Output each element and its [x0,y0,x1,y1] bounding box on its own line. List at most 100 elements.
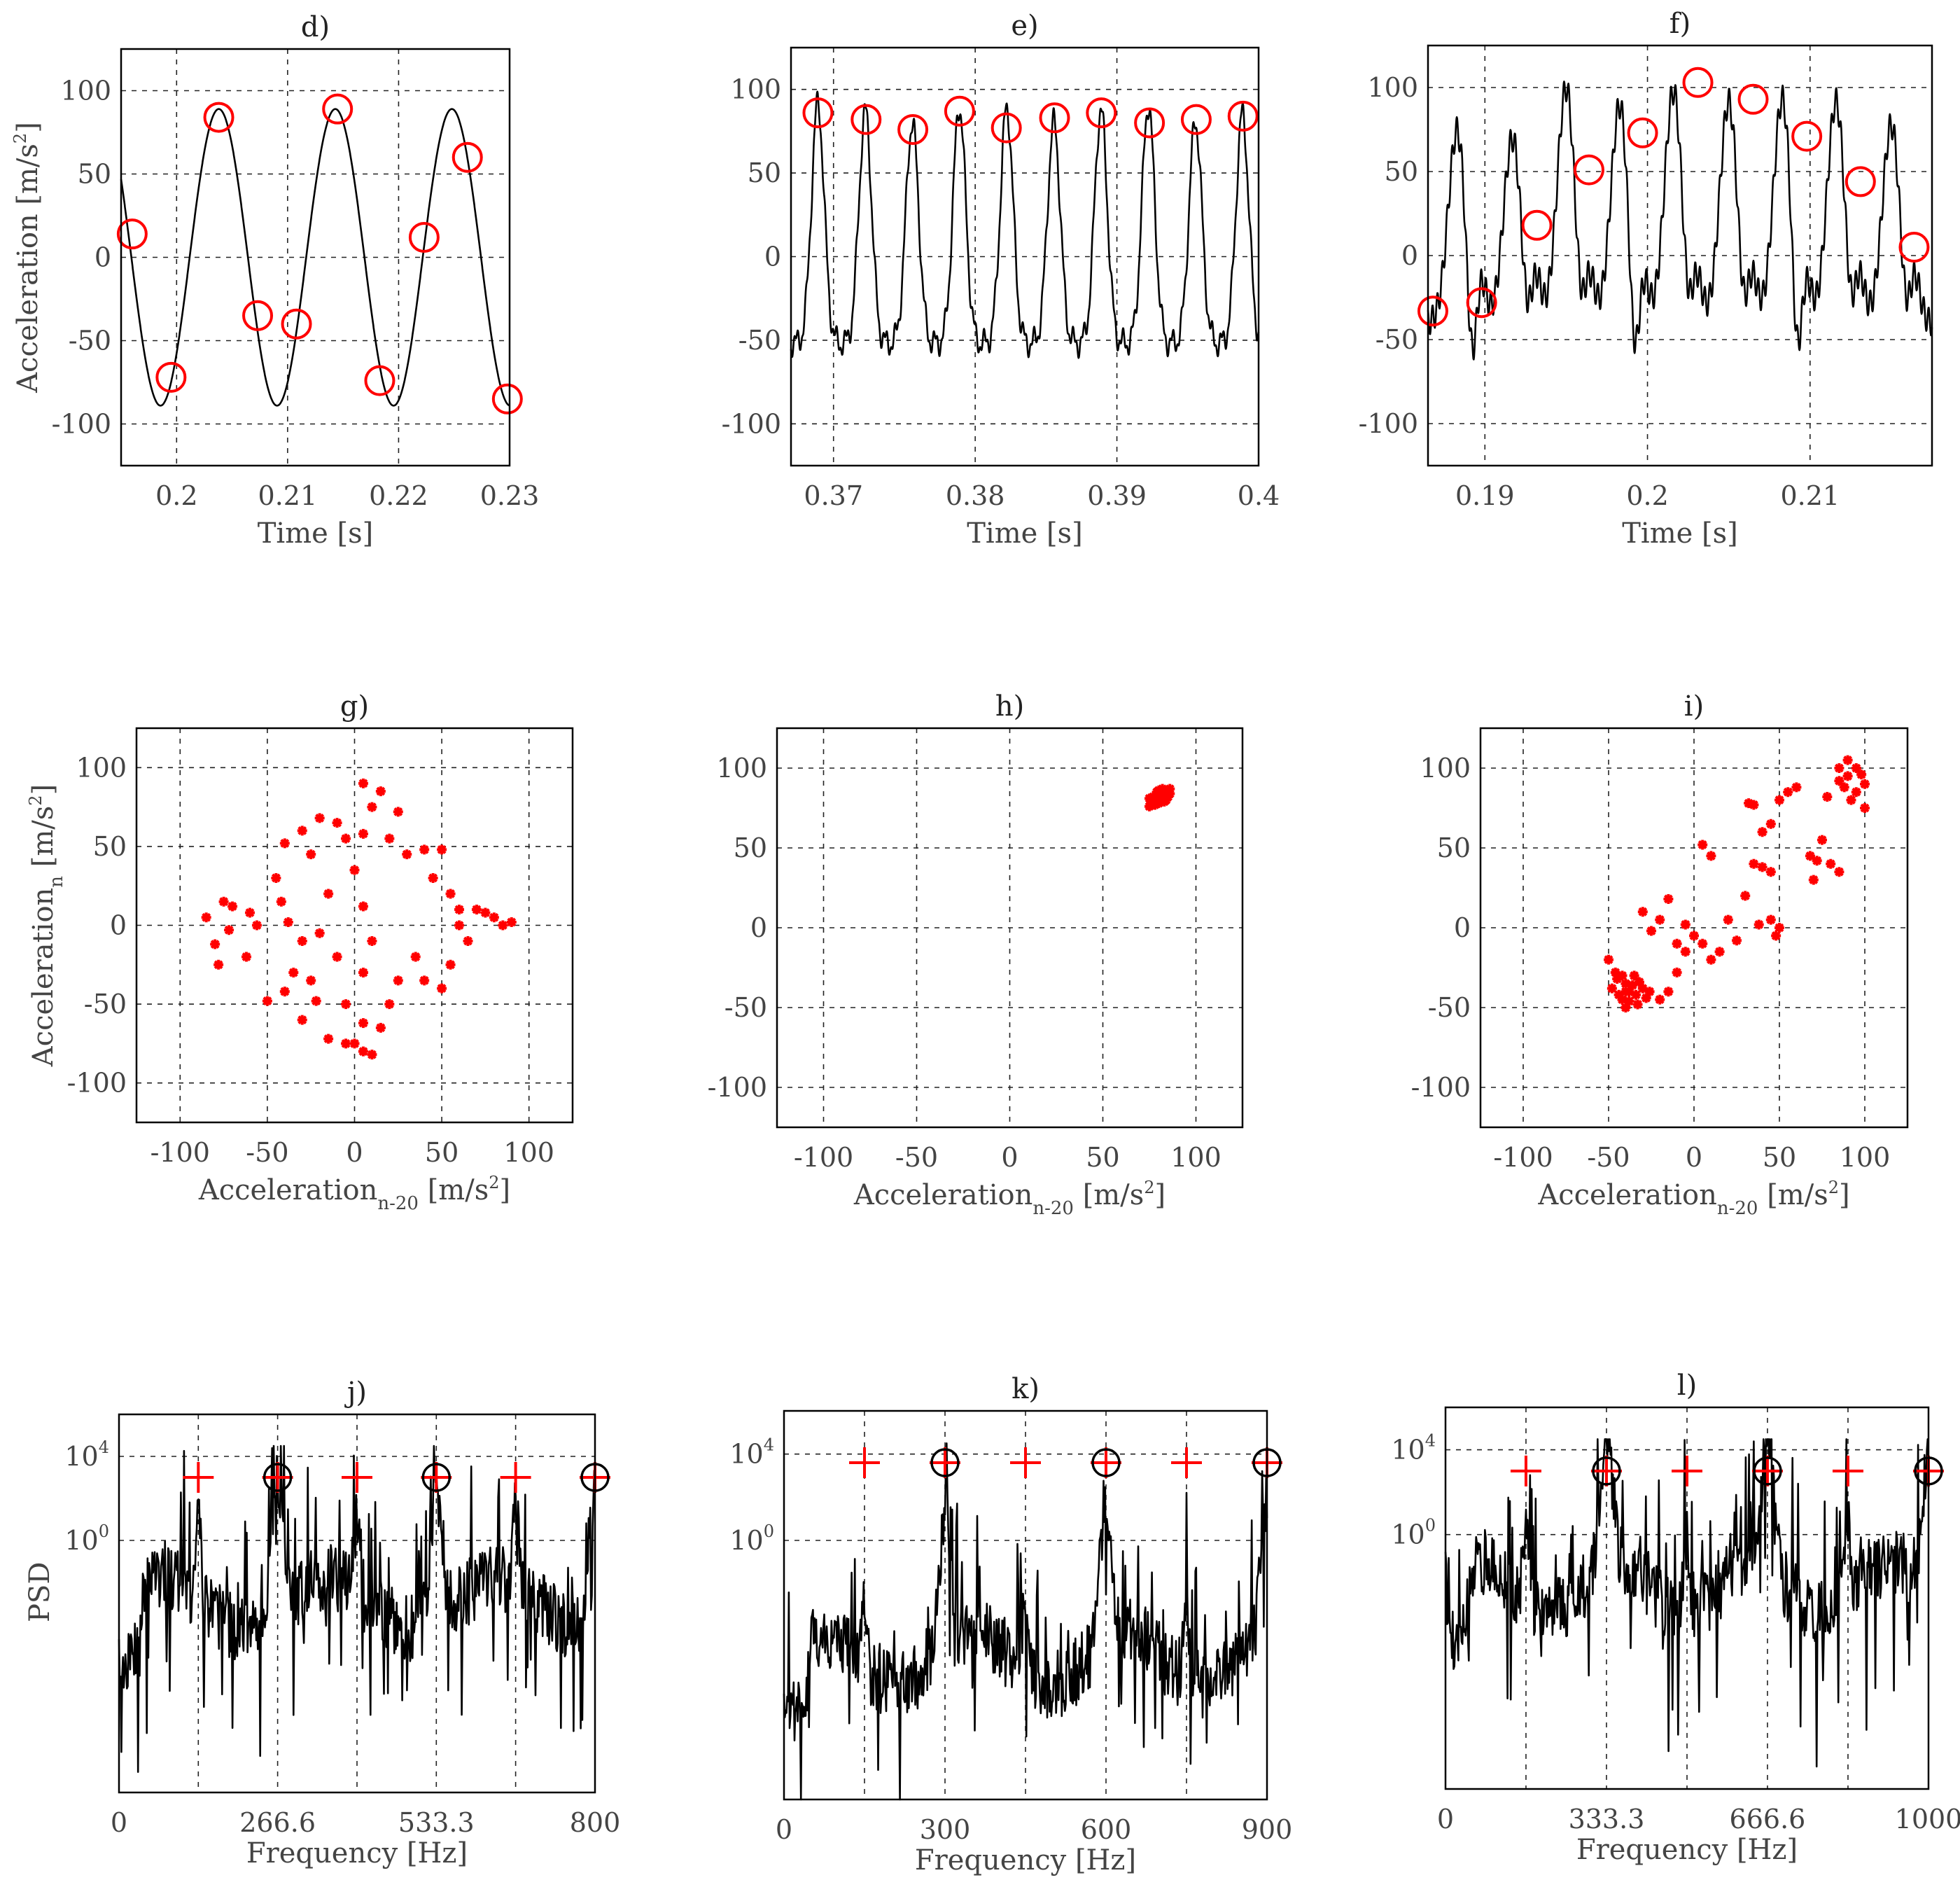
scatter-point [1706,954,1716,965]
scatter-point [341,833,351,844]
scatter-point [1148,792,1158,802]
y-tick-label: -50 [84,989,127,1019]
scatter-point [1791,782,1802,793]
scatter-point [279,838,290,849]
sample-marker [1227,100,1259,132]
sample-marker [408,221,440,253]
y-tick-label: 100 [730,74,781,105]
scatter-point [1744,798,1754,809]
y-tick-base: 10 [1391,1435,1424,1465]
scatter-point [1740,891,1751,901]
x-axis-label-text: Acceleration [198,1174,378,1206]
sample-marker [1039,102,1070,134]
y-tick-label: -50 [1376,324,1418,355]
y-tick-label: 104 [1391,1431,1436,1465]
scatter-point [283,917,293,927]
scatter-point [218,896,229,907]
x-axis-label: Frequency [Hz] [246,1837,468,1869]
scatter-point [314,813,325,823]
x-axis-label-text: Acceleration [1537,1179,1717,1211]
panel-title: d) [301,11,330,43]
y-tick-base: 10 [64,1525,98,1556]
y-tick-label: 100 [64,1522,109,1556]
x-tick-label: -50 [246,1137,288,1168]
x-axis-label-text: Acceleration [853,1179,1033,1211]
y-axis-label: Accelerationn [m/s2] [26,784,67,1067]
x-axis-label: Time [s] [967,517,1083,550]
scatter-point [445,959,456,970]
panel-title: l) [1677,1370,1697,1402]
y-tick-label: 100 [60,76,111,106]
scatter-point [375,1022,386,1033]
scatter-point [1620,987,1631,997]
panel-h: h)-100 -50 0 50 100100500-50-100Acceleration… [708,690,1244,1219]
x-axis-label-close: ] [1839,1179,1850,1211]
scatter-point [1610,967,1620,977]
panel-title: j) [344,1377,367,1409]
panel-d: d) 0.2 0.21 0.22 0.23 100 50 0 -50 -100 Time [s] Ac… [10,11,539,550]
harmonic-plus-marker [421,1462,452,1493]
harmonic-plus-marker [262,1462,293,1493]
harmonic-plus-marker [1010,1447,1041,1478]
scatter-point [1732,935,1742,946]
scatter-point [262,996,272,1006]
x-tick-label: 100 [1170,1142,1222,1173]
y-tick-label: 50 [748,158,781,188]
scatter-point [402,849,412,860]
sample-marker [1844,166,1876,197]
panel-title: e) [1011,10,1038,42]
scatter-point [1620,1003,1631,1012]
x-tick-label: 333.3 [1569,1804,1645,1834]
scatter-point [1698,840,1708,850]
x-axis-label-sub: n-20 [1032,1198,1074,1219]
x-tick-label: 0 [1686,1142,1702,1173]
harmonic-circle-marker [1592,1456,1621,1486]
scatter-point [241,952,251,962]
panel-f: f) 0.19 0.2 0.21 100 50 0 -50 -100 Time [s] [1359,8,1933,550]
psd-line [1444,1438,1930,1768]
x-tick-label: 0.37 [804,480,863,511]
y-tick-label: -100 [1411,1072,1471,1103]
axes-frame [783,1409,1268,1801]
scatter-point [1774,795,1784,805]
x-tick-label: 0.19 [1455,480,1515,511]
sample-marker [1466,287,1497,319]
scatter-point [1805,851,1815,861]
scatter-point [1765,819,1776,829]
x-tick-label: 1000 [1895,1804,1960,1834]
y-tick-base: 10 [729,1525,763,1556]
scatter-point [1655,914,1665,925]
scatter-point [384,833,395,844]
scatter-point [1646,926,1656,936]
x-tick-label: -100 [150,1137,210,1168]
scatter-point [1617,970,1628,981]
scatter-point [1839,782,1849,793]
scatter-point [384,999,395,1010]
y-tick-label: 50 [78,159,111,190]
y-axis-label-close: ] [12,122,44,133]
sample-marker [281,308,312,340]
scatter-point [1834,867,1844,877]
y-tick-label: -100 [708,1072,767,1103]
panel-g: g)-100 -50 0 50 100100500-50-100Acceleration… [26,690,574,1214]
harmonic-plus-marker [342,1462,372,1493]
x-tick-label: -100 [794,1142,853,1173]
axes-frame [135,727,574,1124]
y-tick-label: -100 [67,1068,127,1099]
scatter-point [463,936,473,947]
scatter-point [341,999,351,1010]
scatter-point [323,1033,334,1044]
scatter-point [393,807,403,817]
y-tick-label: -100 [722,408,781,439]
harmonic-circle-marker [1753,1456,1782,1486]
scatter-point [1817,835,1827,845]
scatter-point [358,968,368,978]
scatter-point [1144,793,1154,804]
y-tick-label: 104 [64,1437,109,1472]
y-tick-exp: 0 [764,1522,774,1541]
psd-line [118,1444,596,1773]
panel-e: e) 0.37 0.38 0.39 0.4 100 50 0 -50 -100 Time [s] [722,10,1280,550]
y-tick-base: 10 [1391,1519,1424,1550]
scatter-point [1842,771,1853,781]
